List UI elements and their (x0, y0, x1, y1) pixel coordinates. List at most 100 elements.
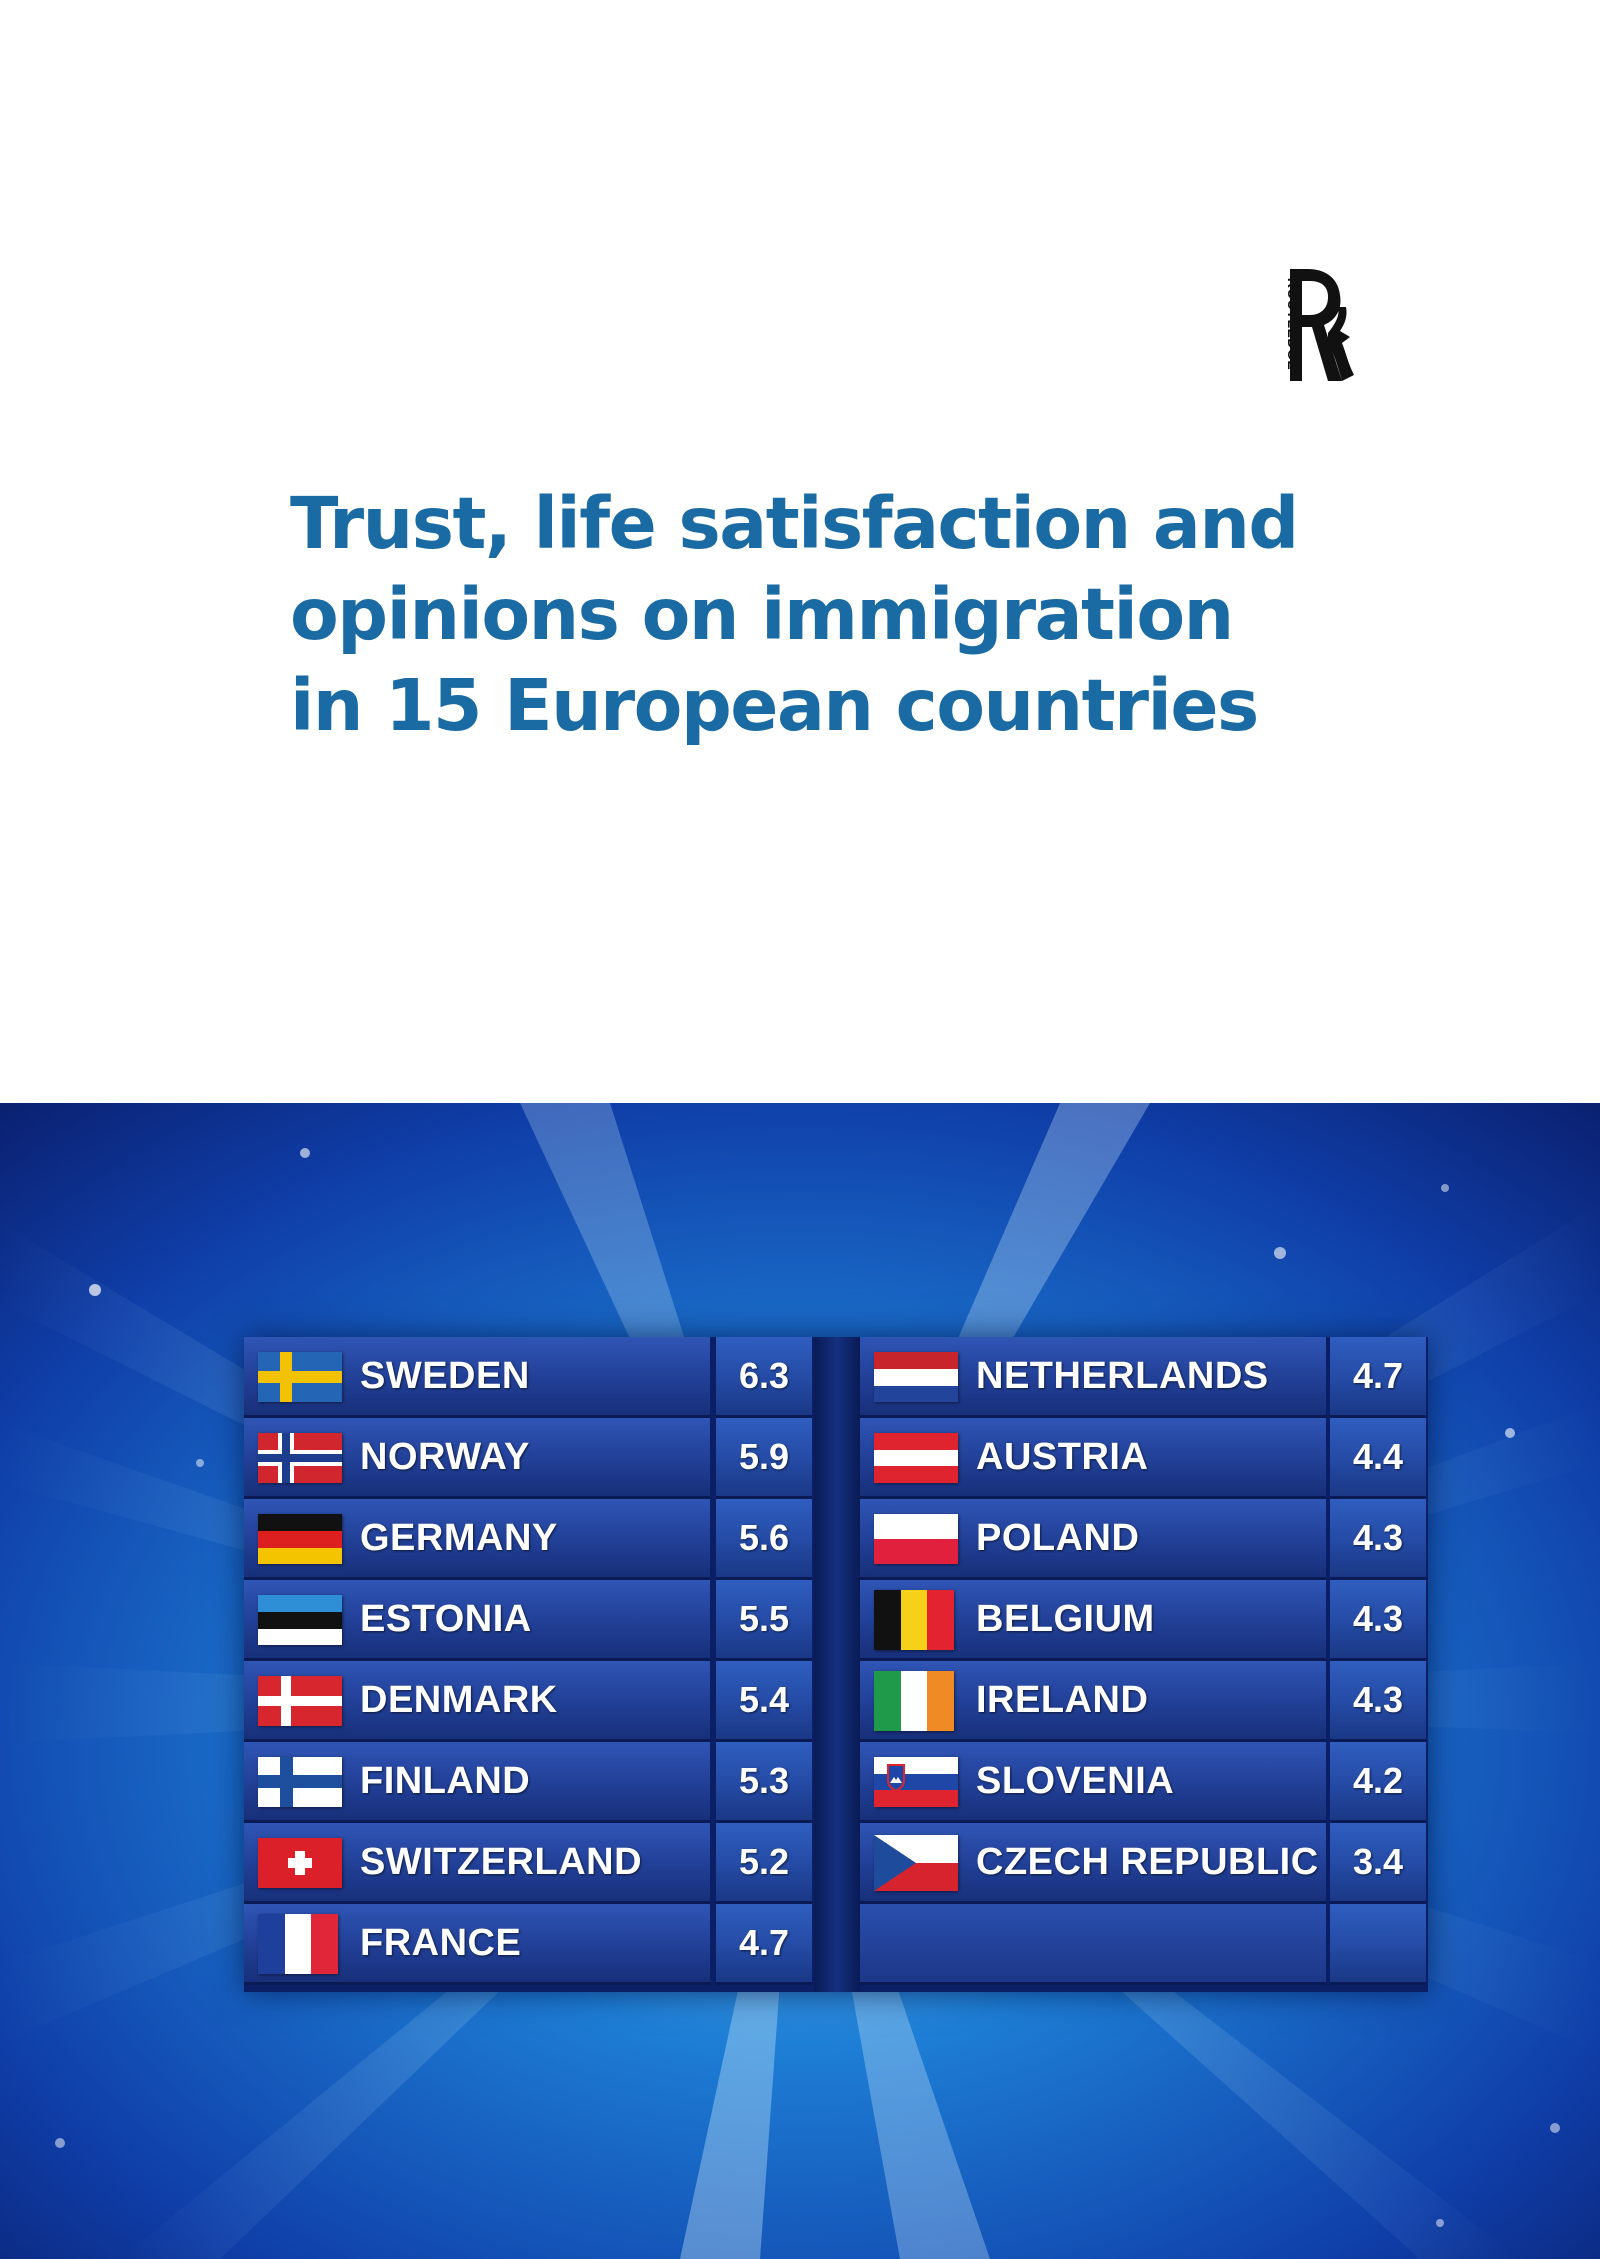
netherlands-flag-icon (874, 1352, 958, 1402)
scoreboard-row: NORWAY 5.9 (244, 1418, 814, 1500)
country-score: 5.2 (738, 1841, 790, 1882)
country-score: 5.6 (738, 1517, 790, 1558)
germany-flag-icon (258, 1514, 342, 1564)
country-cell: POLAND (860, 1499, 1326, 1580)
country-score: 6.3 (738, 1355, 790, 1396)
score-cell: 4.3 (1330, 1499, 1426, 1580)
country-cell-empty (860, 1904, 1326, 1985)
country-cell: AUSTRIA (860, 1418, 1326, 1499)
country-cell: SWITZERLAND (244, 1823, 710, 1904)
publisher-name: ROUTLEDGE (1285, 277, 1302, 371)
country-name: DENMARK (360, 1679, 558, 1721)
score-cell: 5.6 (716, 1499, 812, 1580)
country-cell: NORWAY (244, 1418, 710, 1499)
country-score: 4.2 (1352, 1760, 1404, 1801)
country-cell: FINLAND (244, 1742, 710, 1823)
country-name: FRANCE (360, 1922, 522, 1964)
book-title: Trust, life satisfaction and opinions on… (290, 478, 1450, 751)
country-cell: IRELAND (860, 1661, 1326, 1742)
scoreboard-row: CZECH REPUBLIC 3.4 (860, 1823, 1428, 1905)
country-cell: DENMARK (244, 1661, 710, 1742)
scoreboard-row: NETHERLANDS 4.7 (860, 1337, 1428, 1419)
score-cell: 4.2 (1330, 1742, 1426, 1823)
score-cell: 5.2 (716, 1823, 812, 1904)
country-cell: SLOVENIA (860, 1742, 1326, 1823)
country-score: 5.9 (738, 1436, 790, 1477)
scoreboard-right-column: NETHERLANDS 4.7 AUSTRIA 4.4 POLAND 4.3 (860, 1337, 1428, 1992)
estonia-flag-icon (258, 1595, 342, 1645)
country-name: FINLAND (360, 1760, 531, 1802)
score-cell: 5.3 (716, 1742, 812, 1823)
country-score: 4.7 (738, 1922, 790, 1963)
scoreboard-left-column: SWEDEN 6.3 NORWAY 5.9 GERMANY 5.6 (244, 1337, 814, 1992)
country-name: BELGIUM (976, 1598, 1155, 1640)
scoreboard-row: DENMARK 5.4 (244, 1661, 814, 1743)
country-score: 5.5 (738, 1598, 790, 1639)
belgium-flag-icon (874, 1590, 954, 1650)
country-cell: SWEDEN (244, 1337, 710, 1418)
title-line: opinions on immigration (290, 573, 1234, 656)
scoreboard-row: SWITZERLAND 5.2 (244, 1823, 814, 1905)
ireland-flag-icon (874, 1671, 954, 1731)
scoreboard-row: SWEDEN 6.3 (244, 1337, 814, 1419)
country-cell: ESTONIA (244, 1580, 710, 1661)
scoreboard-row: SLOVENIA 4.2 (860, 1742, 1428, 1824)
country-score: 4.3 (1352, 1598, 1404, 1639)
scoreboard-divider (814, 1337, 860, 1992)
country-cell: CZECH REPUBLIC (860, 1823, 1326, 1904)
country-cell: FRANCE (244, 1904, 710, 1985)
country-score: 4.7 (1352, 1355, 1404, 1396)
country-score: 4.4 (1352, 1436, 1404, 1477)
country-name: GERMANY (360, 1517, 558, 1559)
austria-flag-icon (874, 1433, 958, 1483)
country-score: 4.3 (1352, 1679, 1404, 1720)
country-name: AUSTRIA (976, 1436, 1149, 1478)
scoreboard-row: ESTONIA 5.5 (244, 1580, 814, 1662)
country-name: ESTONIA (360, 1598, 532, 1640)
scoreboard-row-empty (860, 1904, 1428, 1986)
score-cell: 3.4 (1330, 1823, 1426, 1904)
scoreboard: SWEDEN 6.3 NORWAY 5.9 GERMANY 5.6 (244, 1337, 1428, 1992)
france-flag-icon (258, 1914, 338, 1974)
score-cell: 5.9 (716, 1418, 812, 1499)
scoreboard-row: GERMANY 5.6 (244, 1499, 814, 1581)
score-cell: 6.3 (716, 1337, 812, 1418)
scoreboard-row: AUSTRIA 4.4 (860, 1418, 1428, 1500)
score-cell: 4.3 (1330, 1661, 1426, 1742)
scoreboard-row: FINLAND 5.3 (244, 1742, 814, 1824)
slovenia-flag-icon (874, 1757, 958, 1807)
country-cell: NETHERLANDS (860, 1337, 1326, 1418)
country-cell: GERMANY (244, 1499, 710, 1580)
country-score: 3.4 (1352, 1841, 1404, 1882)
country-score: 4.3 (1352, 1517, 1404, 1558)
country-name: SLOVENIA (976, 1760, 1175, 1802)
czech-republic-flag-icon (874, 1835, 958, 1891)
country-name: CZECH REPUBLIC (976, 1841, 1319, 1883)
score-cell: 4.3 (1330, 1580, 1426, 1661)
title-line: Trust, life satisfaction and (290, 482, 1299, 565)
scoreboard-row: POLAND 4.3 (860, 1499, 1428, 1581)
score-cell: 4.7 (716, 1904, 812, 1985)
country-name: IRELAND (976, 1679, 1149, 1721)
country-name: SWITZERLAND (360, 1841, 643, 1883)
country-cell: BELGIUM (860, 1580, 1326, 1661)
score-cell: 5.4 (716, 1661, 812, 1742)
scoreboard-row: IRELAND 4.3 (860, 1661, 1428, 1743)
sweden-flag-icon (258, 1352, 342, 1402)
scoreboard-row: BELGIUM 4.3 (860, 1580, 1428, 1662)
score-cell: 4.4 (1330, 1418, 1426, 1499)
switzerland-flag-icon (258, 1838, 342, 1888)
norway-flag-icon (258, 1433, 342, 1483)
denmark-flag-icon (258, 1676, 342, 1726)
finland-flag-icon (258, 1757, 342, 1807)
score-cell-empty (1330, 1904, 1426, 1985)
country-score: 5.3 (738, 1760, 790, 1801)
country-name: NETHERLANDS (976, 1355, 1269, 1397)
publisher-logo (1268, 263, 1358, 388)
title-line: in 15 European countries (290, 664, 1259, 747)
routledge-r-profile-logo-icon (1290, 269, 1354, 381)
score-cell: 4.7 (1330, 1337, 1426, 1418)
country-name: SWEDEN (360, 1355, 530, 1397)
country-name: POLAND (976, 1517, 1140, 1559)
poland-flag-icon (874, 1514, 958, 1564)
